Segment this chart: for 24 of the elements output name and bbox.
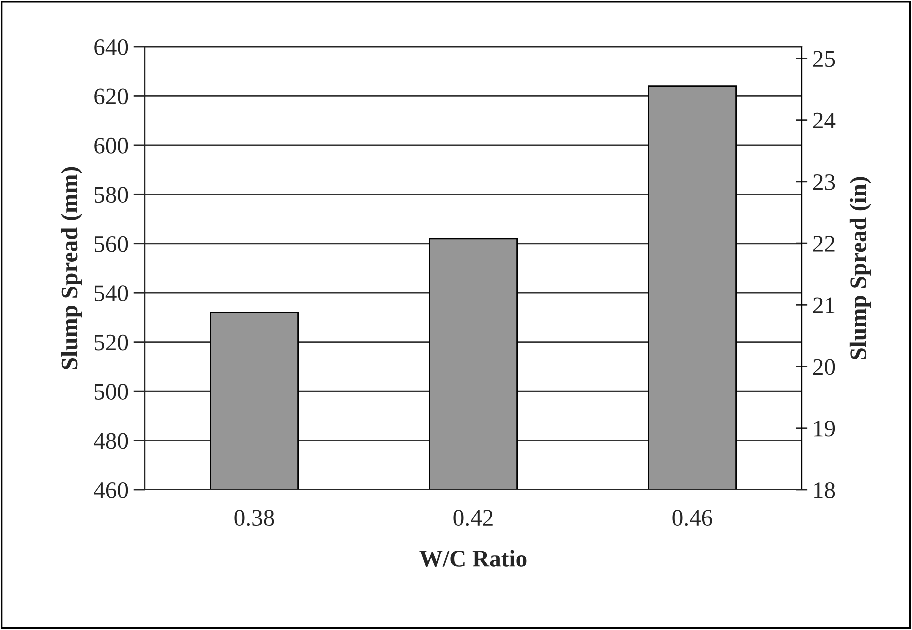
y-tick-label: 460 bbox=[94, 482, 128, 498]
y-tick-label: 620 bbox=[94, 88, 128, 105]
x-tick-label: 0.42 bbox=[454, 510, 493, 526]
y-tick-label: 580 bbox=[94, 187, 128, 204]
y-tick-label: 540 bbox=[94, 286, 128, 302]
y-tick-label: 560 bbox=[94, 236, 128, 252]
y-tick-label: 520 bbox=[94, 334, 128, 351]
y-axis-title: Slump Spread (mm) bbox=[61, 167, 82, 370]
y-tick-label: 600 bbox=[94, 138, 128, 154]
y2-tick-label: 18 bbox=[814, 482, 836, 498]
y2-tick-label: 25 bbox=[813, 51, 836, 68]
y2-tick-label: 24 bbox=[813, 112, 836, 129]
y2-tick-label: 21 bbox=[813, 298, 835, 314]
y2-tick-label: 20 bbox=[813, 359, 836, 376]
y2-tick-label: 23 bbox=[813, 174, 836, 190]
x-tick-label: 0.46 bbox=[672, 510, 712, 526]
x-axis-title: W/C Ratio bbox=[420, 550, 527, 568]
y2-tick-label: 19 bbox=[814, 420, 836, 437]
y2-tick-label: 22 bbox=[813, 236, 835, 252]
y-tick-label: 500 bbox=[94, 384, 128, 400]
y2-axis-title: Slump Spread (in) bbox=[850, 177, 872, 360]
x-tick-label: 0.38 bbox=[234, 510, 274, 526]
y-tick-label: 480 bbox=[94, 433, 128, 450]
y-tick-label: 640 bbox=[94, 39, 128, 56]
